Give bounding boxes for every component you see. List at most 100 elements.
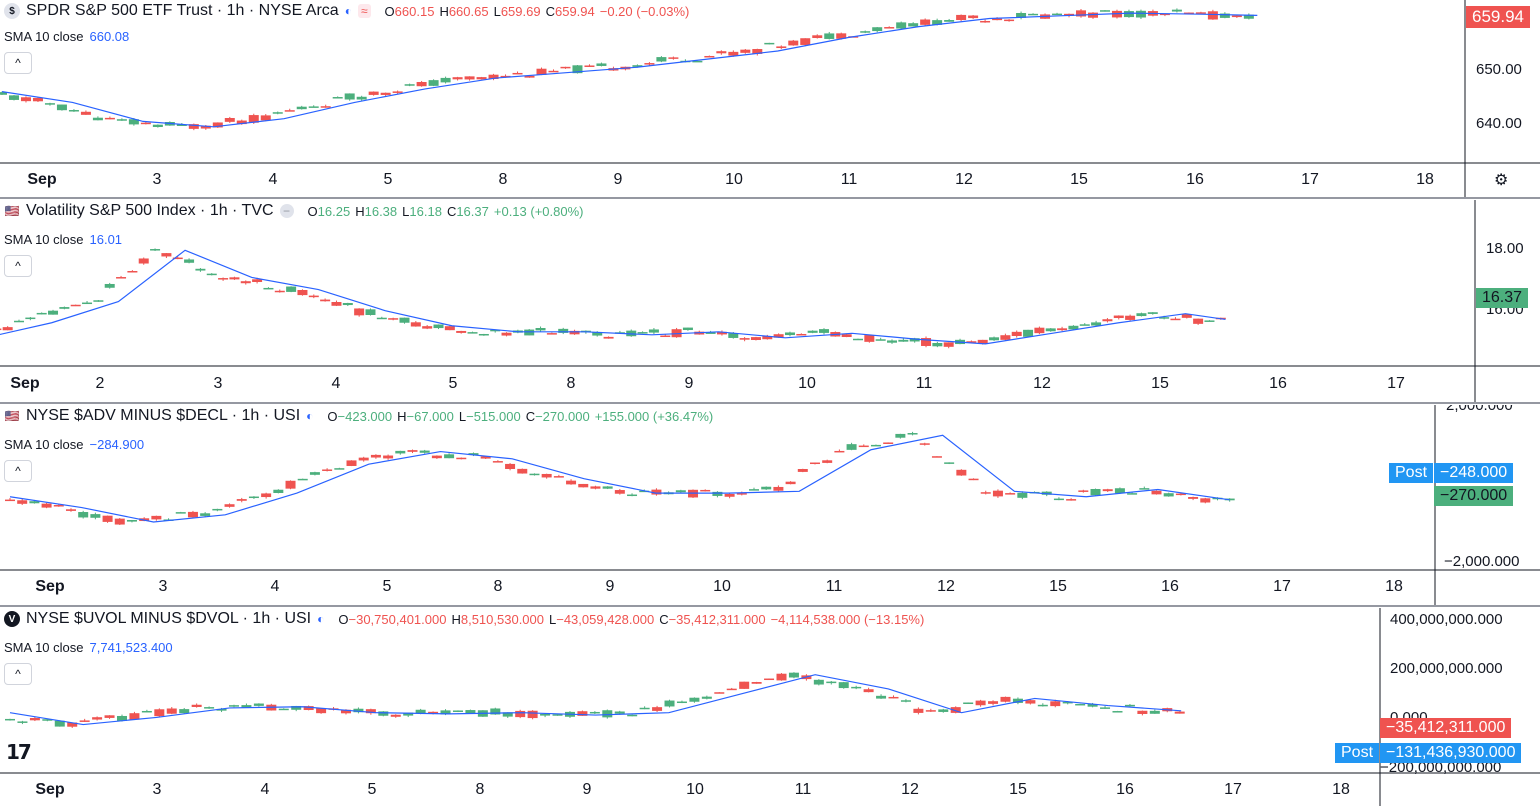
candle-body [797,469,808,472]
candle-body [692,60,703,63]
collapse-button[interactable]: ^ [4,52,32,74]
candle-body [433,324,444,329]
uvol-dvol-pane[interactable]: Sep 3 4 5 8 9 10 11 12 15 16 17 18 V NYSE $UVOL MINU… [0,608,1540,806]
candle-body [602,486,613,489]
candle-body [529,473,540,476]
candle-body [150,249,161,251]
sma-legend[interactable]: SMA 10 close −284.900 [4,437,145,452]
x-axis-label: 11 [795,781,812,798]
candle-body [1099,10,1110,12]
candle-body [476,77,487,80]
symbol-title[interactable]: SPDR S&P 500 ETF Trust · 1h · NYSE Arca [26,2,339,19]
sma-legend[interactable]: SMA 10 close 16.01 [4,232,123,247]
vix-pane[interactable]: Sep 2 3 4 5 8 9 10 11 12 15 16 17 🇺🇸 Volatility S&P … [0,200,1540,403]
candle-body [726,688,737,691]
x-axis-label: 18 [1332,781,1350,798]
candle-body [501,332,512,336]
candle-body [1000,696,1011,702]
candle-body [468,453,479,456]
post-market-label: Post [1335,743,1380,763]
candle-body [1219,13,1230,18]
candle-body [1123,11,1134,18]
collapse-button[interactable]: ^ [4,663,32,685]
candle-body [388,318,399,320]
candle-body [128,119,139,125]
spy-chart-svg[interactable]: Sep 3 4 5 8 9 10 11 12 15 16 17 18 [0,0,1540,197]
post-market-label: Post [1389,463,1434,483]
sma-legend[interactable]: SMA 10 close 660.08 [4,29,130,44]
candle-body [79,720,90,722]
symbol-title[interactable]: NYSE $UVOL MINUS $DVOL · 1h · USI [26,610,312,627]
x-axis-label: 11 [916,375,933,392]
candle-body [773,334,784,338]
candle-body [1183,12,1194,15]
candle-body [488,74,499,79]
last-price-tag: 16.37 [1476,288,1529,308]
candle-body [90,514,101,518]
candle-body [390,714,401,717]
candle-body [67,722,78,727]
candle-body [320,299,331,302]
x-axis-label: 3 [214,375,223,392]
candle-body [187,511,198,518]
candle-body [416,81,427,87]
collapse-button[interactable]: ^ [4,255,32,277]
candle-body [92,117,103,121]
candle-body [93,300,104,302]
candle-body [228,705,239,707]
candle-body [907,433,918,435]
candle-body [1087,703,1098,707]
sma-legend[interactable]: SMA 10 close 7,741,523.400 [4,640,173,655]
symbol-title[interactable]: NYSE $ADV MINUS $DECL · 1h · USI [26,407,301,424]
symbol-title[interactable]: Volatility S&P 500 Index · 1h · TVC [26,202,274,219]
settings-gear-icon[interactable]: ⚙ [1494,172,1509,189]
adv-decl-pane[interactable]: Sep 3 4 5 8 9 10 11 12 15 16 17 18 🇺🇸 NYSE $ADV MINU… [0,405,1540,605]
pane-divider[interactable] [0,402,1540,404]
candle-body [407,450,418,452]
candle-body [320,106,331,108]
candle-body [1005,493,1016,495]
candle-body [750,337,761,341]
candle-body [346,460,357,466]
candle-body [36,312,47,315]
tradingview-logo-icon[interactable]: 17 [6,740,32,764]
candle-body [963,702,974,705]
pane-divider[interactable] [0,197,1540,199]
market-closed-icon[interactable]: − [279,204,294,218]
candle-body [761,486,772,490]
candle-body [884,27,895,29]
candle-body [151,515,162,520]
collapse-button[interactable]: ^ [4,460,32,482]
pattern-icon[interactable]: ≈ [357,4,371,18]
candle-body [736,493,747,495]
candle-body [490,329,501,332]
candle-body [704,55,715,58]
pane-divider[interactable] [0,605,1540,607]
candle-body [966,341,977,343]
candle-body [614,490,625,494]
candle-body [572,65,583,74]
candle-body [54,720,65,727]
candle-body [334,468,345,470]
x-axis-label: 16 [1269,375,1287,392]
candle-body [956,14,967,21]
candle-body [932,343,943,347]
x-axis-label: 15 [1070,171,1088,188]
uvol-chart-svg[interactable]: Sep 3 4 5 8 9 10 11 12 15 16 17 18 [0,608,1540,806]
adv-chart-svg[interactable]: Sep 3 4 5 8 9 10 11 12 15 16 17 18 [0,405,1540,605]
y-tick: 650.00 [1476,61,1522,78]
vix-chart-svg[interactable]: Sep 2 3 4 5 8 9 10 11 12 15 16 17 [0,200,1540,403]
candle-body [836,33,847,39]
candle-body [676,701,687,704]
market-status-icon[interactable]: ◐ [317,612,325,626]
market-status-icon[interactable]: ◐ [344,4,352,18]
candle-body [826,681,837,684]
spy-pane[interactable]: Sep 3 4 5 8 9 10 11 12 15 16 17 18 $ SPDR S&P 500 ET… [0,0,1540,197]
candle-body [968,478,979,481]
candle-body [818,329,829,333]
candle-body [627,714,638,717]
market-status-icon[interactable]: ◐ [306,409,314,423]
candle-body [419,450,430,453]
candle-body [992,490,1003,497]
candle-body [637,332,648,334]
